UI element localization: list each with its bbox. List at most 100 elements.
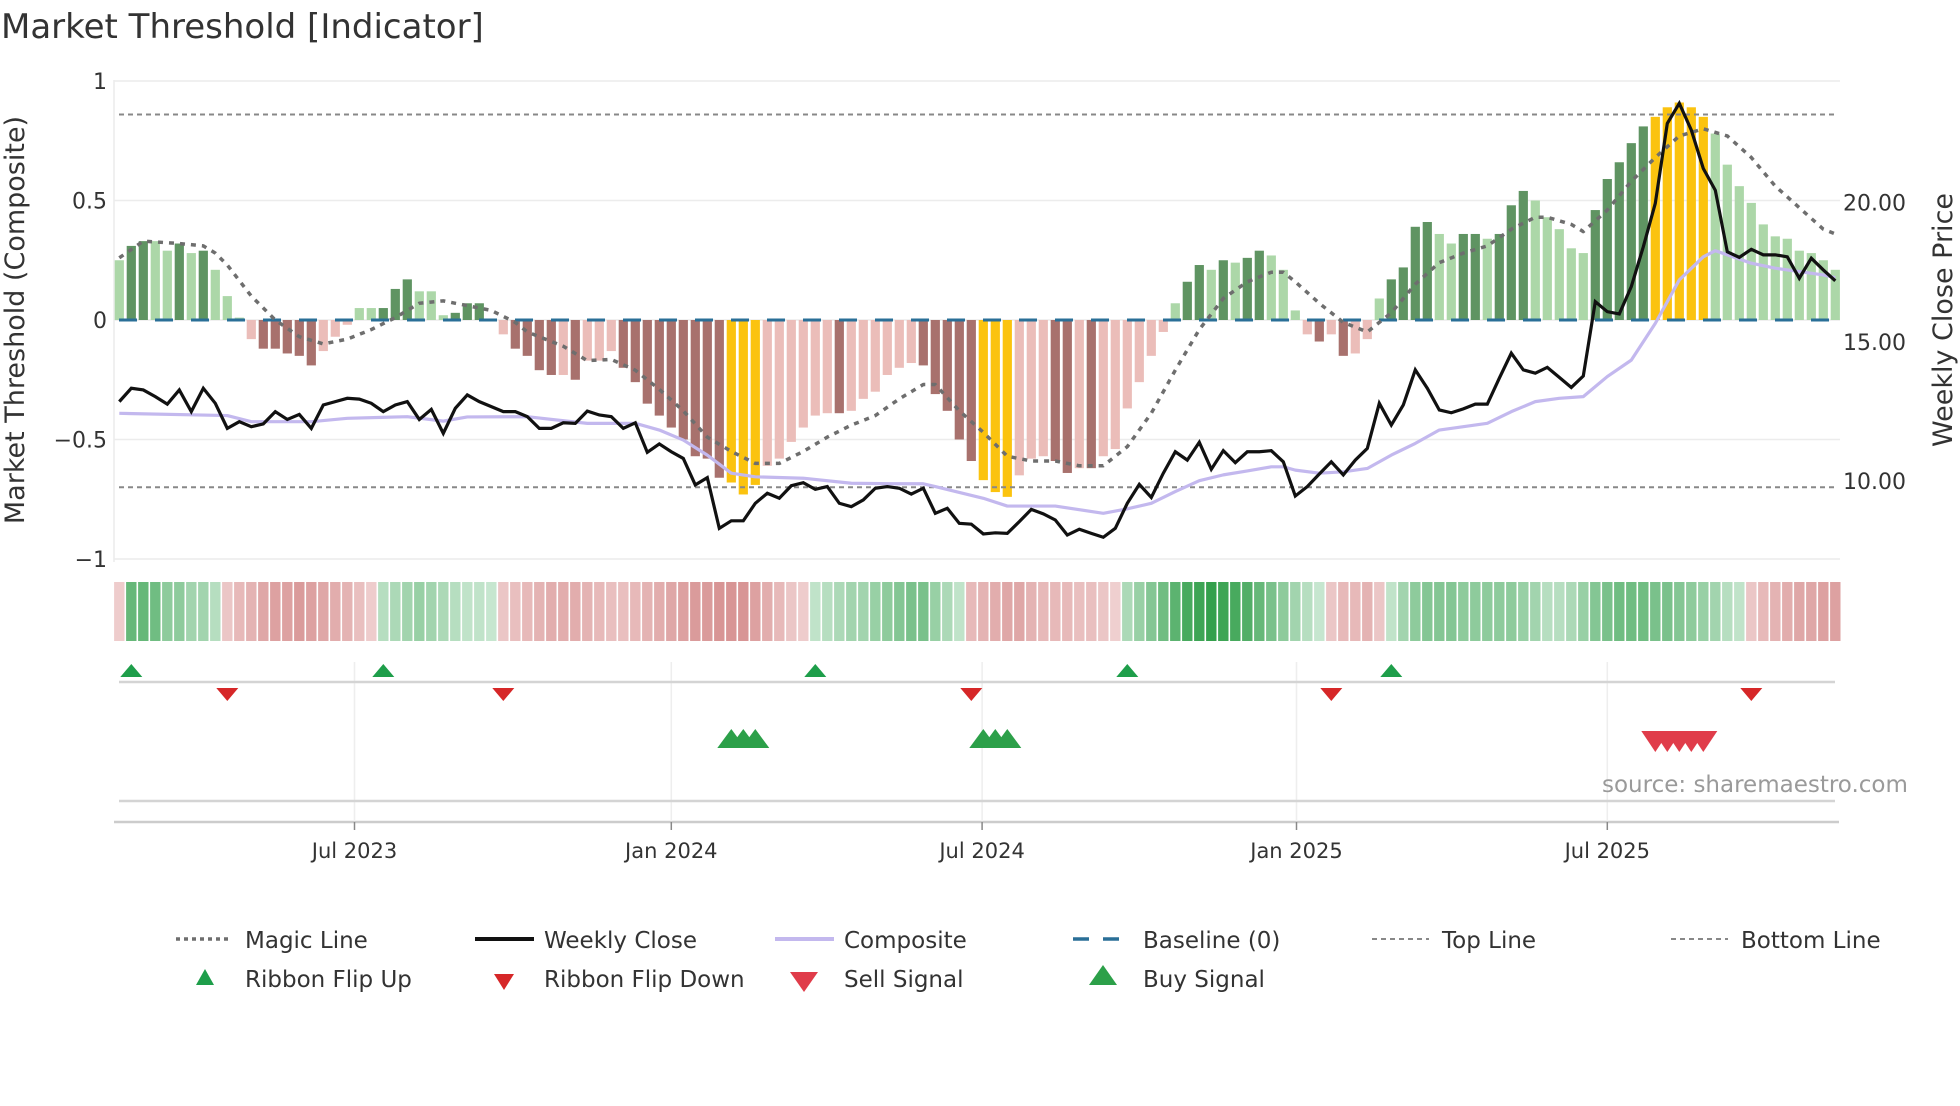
- ribbon-cell: [318, 582, 329, 641]
- histogram-bar: [726, 320, 736, 483]
- composite-line: [119, 249, 1836, 515]
- histogram-bar: [1470, 233, 1480, 320]
- legend-item-composite[interactable]: Composite: [775, 928, 967, 954]
- histogram-bar: [990, 320, 1000, 493]
- histogram-bar: [978, 320, 988, 481]
- legend-label: Bottom Line: [1741, 928, 1881, 954]
- ribbon-cell: [1434, 582, 1445, 641]
- ribbon-cell: [990, 582, 1001, 641]
- legend-item-buy-signal[interactable]: Buy Signal: [1089, 965, 1265, 993]
- histogram-bar: [1614, 162, 1624, 320]
- histogram-bar: [1230, 262, 1240, 320]
- ribbon-cell: [810, 582, 821, 641]
- legend-item-magic-line[interactable]: Magic Line: [176, 928, 368, 954]
- ribbon-cell: [582, 582, 593, 641]
- histogram-bar: [138, 241, 148, 320]
- ribbon-cell: [642, 582, 653, 641]
- histogram-bar: [594, 320, 604, 361]
- ribbon-cell: [1374, 582, 1385, 641]
- ribbon-flip-up-marker: [804, 664, 827, 677]
- ribbon-cell: [306, 582, 317, 641]
- legend-item-weekly-close[interactable]: Weekly Close: [475, 928, 697, 954]
- y-tick-label: 1: [93, 70, 107, 95]
- ribbon-cell: [1482, 582, 1493, 641]
- histogram-bar: [930, 320, 940, 395]
- chart-title: Market Threshold [Indicator]: [1, 7, 484, 47]
- magic-line: [118, 127, 1836, 468]
- histogram-bar: [126, 245, 136, 320]
- histogram-bar: [366, 308, 376, 320]
- legend-item-bottom-line[interactable]: Bottom Line: [1671, 928, 1881, 954]
- ribbon-cell: [1290, 582, 1301, 641]
- sell-signal-marker: [1689, 731, 1718, 752]
- ribbon-cell: [918, 582, 929, 641]
- ribbon-cell: [1566, 582, 1577, 641]
- right-y-axis-ticks: 20.00 15.00 10.00: [1843, 192, 1906, 496]
- histogram-bar: [1182, 281, 1192, 320]
- x-tick-label: Jan 2024: [623, 839, 718, 863]
- ribbon-cell: [1830, 582, 1841, 641]
- ribbon-cell: [1158, 582, 1169, 641]
- histogram-bar: [1758, 224, 1768, 320]
- histogram-bar: [1158, 320, 1168, 332]
- ribbon-cell: [1302, 582, 1313, 641]
- y-tick-label: −0.5: [54, 429, 107, 454]
- histogram-bar: [174, 243, 184, 320]
- ribbon-cell: [702, 582, 713, 641]
- ribbon-cell: [330, 582, 341, 641]
- ribbon-cell: [414, 582, 425, 641]
- histogram-bar: [1374, 298, 1384, 320]
- histogram-bar: [1038, 320, 1048, 457]
- histogram-bar: [402, 279, 412, 320]
- triangle-up-icon: [1089, 965, 1117, 985]
- histogram-bar: [1686, 107, 1696, 320]
- ribbon-cell: [1326, 582, 1337, 641]
- ribbon-cell: [234, 582, 245, 641]
- ribbon-cell: [1314, 582, 1325, 641]
- ribbon-cell: [1422, 582, 1433, 641]
- ribbon-flip-down-marker: [492, 688, 515, 701]
- grid-lines: [113, 80, 1840, 562]
- histogram-bar: [714, 320, 724, 478]
- ribbon-cell: [1470, 582, 1481, 641]
- ribbon-cell: [1002, 582, 1013, 641]
- legend-item-sell-signal[interactable]: Sell Signal: [790, 967, 964, 993]
- legend-item-ribbon-flip-up[interactable]: Ribbon Flip Up: [196, 967, 412, 993]
- histogram-bar: [534, 320, 544, 371]
- ribbon-cell: [750, 582, 761, 641]
- histogram-bar: [774, 320, 784, 459]
- ribbon-cell: [762, 582, 773, 641]
- histogram-bar: [1026, 320, 1036, 459]
- buy-signal-marker: [741, 729, 770, 748]
- ribbon-flip-up-marker: [372, 664, 395, 677]
- histogram-bar: [186, 253, 196, 320]
- x-tick-label: Jul 2025: [1563, 839, 1650, 863]
- histogram-bar: [1602, 178, 1612, 320]
- ribbon-cell: [1734, 582, 1745, 641]
- ribbon-cell: [1074, 582, 1085, 641]
- ribbon-cell: [1458, 582, 1469, 641]
- histogram-bar: [1338, 320, 1348, 356]
- histogram-bar: [582, 320, 592, 361]
- ribbon-cell: [870, 582, 881, 641]
- legend-item-top-line[interactable]: Top Line: [1372, 928, 1536, 954]
- ribbon-cell: [1506, 582, 1517, 641]
- ribbon-cell: [426, 582, 437, 641]
- ribbon-cell: [1278, 582, 1289, 641]
- histogram-bar: [474, 303, 484, 320]
- y2-tick-label: 20.00: [1843, 192, 1906, 217]
- histogram-bar: [1494, 233, 1504, 320]
- histogram-bar: [1350, 320, 1360, 354]
- histogram-bar: [378, 308, 388, 320]
- ribbon-cell: [1674, 582, 1685, 641]
- ribbon-cell: [1410, 582, 1421, 641]
- histogram-bar: [1794, 250, 1804, 320]
- histogram-bar: [906, 320, 916, 364]
- legend-item-baseline[interactable]: Baseline (0): [1073, 928, 1280, 954]
- ribbon-cell: [258, 582, 269, 641]
- ribbon-cell: [1602, 582, 1613, 641]
- ribbon-cell: [618, 582, 629, 641]
- histogram-bar: [786, 320, 796, 442]
- legend-item-ribbon-flip-down[interactable]: Ribbon Flip Down: [494, 967, 745, 993]
- ribbon-cell: [246, 582, 257, 641]
